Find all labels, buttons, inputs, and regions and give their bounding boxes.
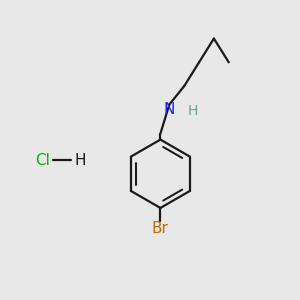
Text: N: N — [164, 102, 175, 117]
Text: H: H — [188, 104, 198, 118]
Text: Cl: Cl — [36, 153, 50, 168]
Text: Br: Br — [152, 221, 169, 236]
Text: H: H — [74, 153, 86, 168]
